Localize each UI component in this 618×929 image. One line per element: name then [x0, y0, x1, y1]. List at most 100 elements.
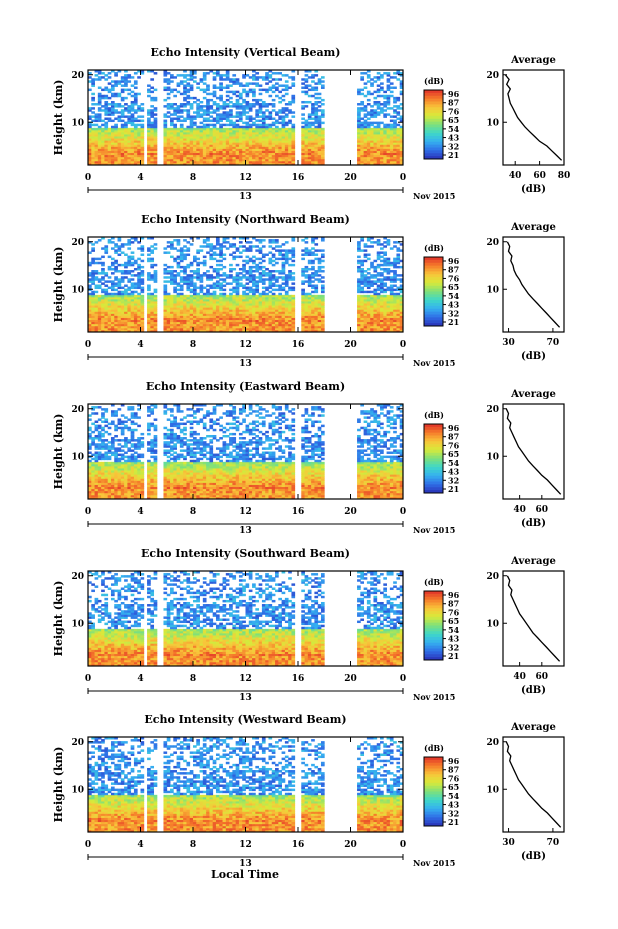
heatmap-cell — [173, 76, 177, 79]
heatmap-cell — [110, 146, 115, 149]
heatmap-cell — [140, 146, 145, 149]
heatmap-cell — [399, 144, 404, 147]
heatmap-cell — [258, 158, 263, 162]
heatmap-cell — [366, 103, 371, 106]
heatmap-cell — [252, 131, 256, 135]
heatmap-cell — [107, 276, 112, 279]
heatmap-cell — [170, 265, 174, 269]
heatmap-cell — [288, 148, 292, 151]
heatmap-cell — [215, 263, 220, 267]
heatmap-cell — [288, 144, 292, 147]
heatmap-cell — [311, 127, 315, 131]
heatmap-cell — [307, 144, 312, 147]
heatmap-cell — [396, 117, 401, 120]
heatmap-cell — [380, 144, 384, 147]
heatmap-cell — [117, 127, 122, 131]
heatmap-cell — [120, 160, 125, 164]
heatmap-cell — [386, 257, 391, 261]
heatmap-cell — [104, 146, 109, 149]
heatmap-cell — [170, 270, 174, 273]
heatmap-cell — [229, 267, 233, 271]
heatmap-cell — [153, 142, 158, 145]
heatmap-cell — [232, 154, 237, 158]
heatmap-cell — [307, 156, 312, 160]
y-tick-label: 10 — [71, 118, 84, 128]
heatmap-cell — [120, 270, 125, 273]
heatmap-cell — [360, 72, 365, 75]
heatmap-cell — [291, 146, 296, 149]
colorbar-swatch — [424, 130, 443, 134]
heatmap-cell — [94, 284, 99, 287]
heatmap-cell — [166, 265, 171, 269]
heatmap-cell — [311, 152, 315, 156]
heatmap-cell — [268, 140, 273, 143]
heatmap-cell — [222, 154, 227, 158]
heatmap-cell — [124, 160, 128, 164]
heatmap-cell — [225, 138, 230, 141]
heatmap-cell — [281, 94, 286, 98]
heatmap-cell — [320, 150, 325, 154]
heatmap-cell — [206, 274, 210, 277]
heatmap-cell — [261, 148, 266, 151]
heatmap-cell — [366, 150, 371, 154]
heatmap-cell — [206, 123, 210, 127]
heatmap-cell — [235, 131, 240, 135]
heatmap-cell — [97, 131, 102, 135]
heatmap-cell — [199, 249, 204, 252]
heatmap-cell — [114, 276, 118, 279]
heatmap-cell — [193, 121, 197, 125]
heatmap-cell — [94, 142, 99, 145]
heatmap-cell — [242, 160, 246, 164]
heatmap-cell — [101, 76, 105, 79]
heatmap-cell — [281, 134, 286, 137]
heatmap-cell — [307, 154, 312, 158]
heatmap-cell — [137, 146, 141, 149]
heatmap-cell — [104, 272, 109, 275]
heatmap-cell — [291, 150, 296, 154]
heatmap-cell — [255, 82, 260, 85]
heatmap-cell — [229, 148, 233, 151]
heatmap-cell — [291, 82, 296, 85]
heatmap-cell — [117, 263, 122, 267]
heatmap-cell — [304, 119, 309, 123]
heatmap-cell — [265, 72, 269, 75]
heatmap-cell — [219, 282, 223, 285]
heatmap-cell — [147, 138, 151, 141]
heatmap-cell — [147, 140, 151, 143]
heatmap-cell — [393, 142, 397, 145]
heatmap-cell — [304, 154, 309, 158]
heatmap-cell — [386, 150, 391, 154]
heatmap-cell — [101, 282, 105, 285]
heatmap-cell — [130, 274, 135, 277]
heatmap-cell — [124, 74, 128, 77]
heatmap-cell — [373, 76, 378, 79]
heatmap-cell — [176, 156, 181, 160]
heatmap-cell — [183, 84, 187, 87]
heatmap-cell — [137, 156, 141, 160]
heatmap-cell — [183, 134, 187, 137]
heatmap-cell — [166, 251, 171, 254]
heatmap-cell — [301, 117, 305, 120]
heatmap-cell — [183, 152, 187, 156]
heatmap-cell — [383, 146, 387, 149]
heatmap-cell — [209, 146, 214, 149]
heatmap-cell — [140, 103, 145, 106]
heatmap-cell — [235, 144, 240, 147]
heatmap-cell — [196, 86, 200, 89]
heatmap-cell — [258, 138, 263, 141]
heatmap-cell — [376, 138, 381, 141]
heatmap-cell — [311, 294, 315, 298]
heatmap-cell — [252, 265, 256, 269]
heatmap-cell — [91, 115, 95, 118]
heatmap-cell — [271, 109, 276, 112]
heatmap-cell — [252, 136, 256, 139]
heatmap-cell — [304, 140, 309, 143]
heatmap-cell — [320, 146, 325, 149]
heatmap-cell — [153, 160, 158, 164]
heatmap-cell — [275, 148, 279, 151]
heatmap-cell — [245, 144, 250, 147]
heatmap-cell — [91, 146, 95, 149]
heatmap-cell — [235, 119, 240, 123]
heatmap-cell — [386, 152, 391, 156]
heatmap-cell — [248, 160, 253, 164]
